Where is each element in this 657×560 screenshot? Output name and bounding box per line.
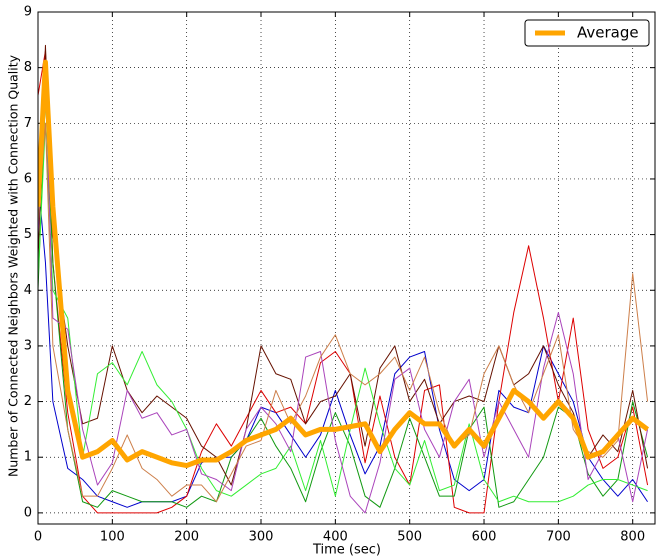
- series-line: [38, 122, 649, 503]
- y-tick-label: 8: [24, 60, 32, 75]
- series-line: [38, 50, 649, 514]
- y-tick-label: 0: [24, 505, 32, 520]
- series-line: [38, 94, 649, 508]
- x-tick-label: 700: [546, 530, 571, 545]
- legend-box: [524, 19, 650, 47]
- y-tick-label: 4: [24, 283, 32, 298]
- y-tick-label: 5: [24, 227, 32, 242]
- y-tick-label: 7: [24, 116, 32, 131]
- series-line: [38, 78, 649, 514]
- x-tick-label: 800: [620, 530, 645, 545]
- x-tick-label: 500: [397, 530, 422, 545]
- x-tick-label: 100: [100, 530, 125, 545]
- x-tick-label: 200: [174, 530, 199, 545]
- legend-label: Average: [577, 24, 639, 42]
- x-tick-label: 600: [472, 530, 497, 545]
- x-tick-label: 400: [323, 530, 348, 545]
- y-tick-label: 3: [24, 338, 32, 353]
- y-tick-label: 6: [24, 171, 32, 186]
- y-tick-label: 9: [24, 5, 32, 20]
- y-tick-label: 2: [24, 394, 32, 409]
- x-tick-label: 0: [34, 530, 42, 545]
- series-line: [38, 122, 648, 503]
- y-axis-label: Number of Connected Neighbors Weighted w…: [6, 54, 21, 477]
- average-line: [38, 59, 650, 469]
- y-tick-label: 1: [24, 450, 32, 465]
- series-line: [38, 44, 649, 486]
- x-tick-label: 300: [249, 530, 274, 545]
- plot-frame: [37, 11, 656, 525]
- x-axis-label: Time (sec): [312, 543, 381, 558]
